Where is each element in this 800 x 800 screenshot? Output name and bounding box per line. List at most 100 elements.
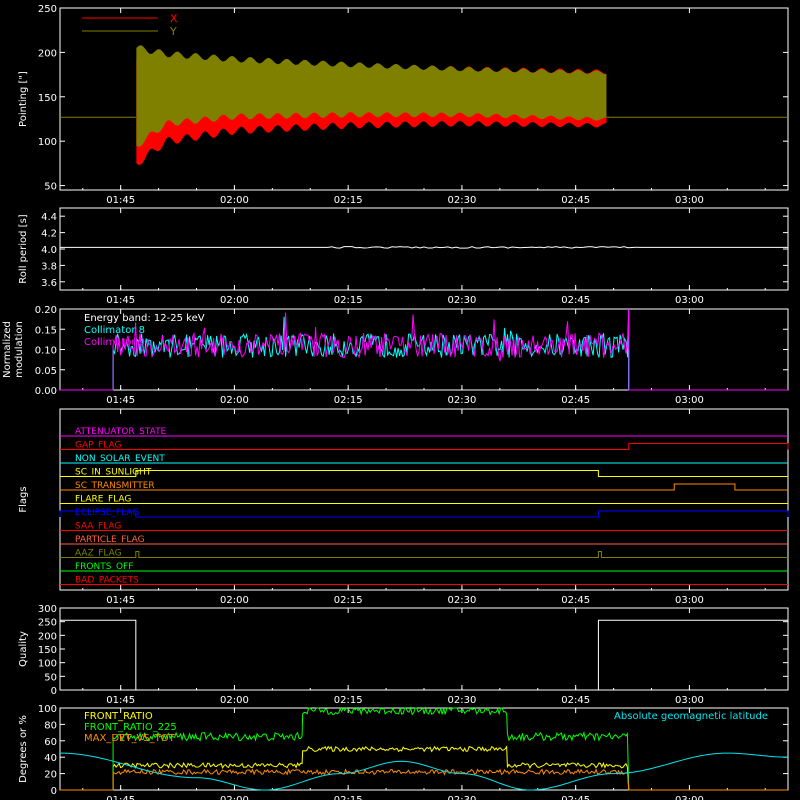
quality-line <box>60 619 788 691</box>
y-tick-label: 150 <box>38 645 57 656</box>
x-tick-label: 02:15 <box>334 295 363 306</box>
legend-label: FRONT_RATIO_225 <box>84 722 177 733</box>
y-tick-label: 0 <box>51 786 57 797</box>
y-tick-label: 0.00 <box>35 386 57 397</box>
x-tick-label: 02:15 <box>334 695 363 706</box>
x-tick-label: 02:30 <box>448 395 477 406</box>
x-tick-label: 01:45 <box>106 195 135 206</box>
geomag-panel: 01:45 02:00 02:15 02:30 02:45 03:00 0 20 40 60 80 1… <box>18 704 789 800</box>
modulation-series-collimator-8 <box>60 308 788 391</box>
flag-line-sc-in-sunlight <box>60 470 788 477</box>
flag-label: SC_TRANSMITTER <box>75 481 155 491</box>
flag-label: NON_SOLAR_EVENT <box>75 454 165 464</box>
x-tick-label: 02:15 <box>334 395 363 406</box>
x-tick-label: 02:45 <box>561 195 590 206</box>
x-tick-label: 02:30 <box>448 695 477 706</box>
x-tick-label: 02:00 <box>220 595 249 606</box>
y-tick-label: 0.10 <box>35 346 57 357</box>
legend-label: Collimator 9 <box>84 337 145 348</box>
y-tick-label: 300 <box>38 604 57 615</box>
legend-label: MAX_DET_VS_TOT <box>84 733 176 744</box>
y-tick-label: 200 <box>38 631 57 642</box>
y-tick-label: 80 <box>44 720 57 731</box>
y-tick-label: 200 <box>38 48 57 59</box>
flag-line-eclipse-flag <box>59 510 789 518</box>
x-tick-label: 03:00 <box>675 395 704 406</box>
legend-label: X <box>170 12 178 25</box>
y-axis-label: modulation <box>14 321 25 378</box>
x-tick-label: 01:45 <box>106 695 135 706</box>
x-tick-label: 02:00 <box>220 795 249 800</box>
y-axis-label: Pointing ["] <box>18 71 29 127</box>
x-tick-label: 02:00 <box>220 195 249 206</box>
geomag-series-max-det-vs-tot <box>60 768 788 791</box>
x-tick-label: 02:45 <box>561 695 590 706</box>
y-axis-label: Quality <box>18 631 29 667</box>
y-axis-label: Roll period [s] <box>18 214 29 283</box>
x-tick-label: 01:45 <box>106 595 135 606</box>
flag-line-sc-transmitter <box>60 483 788 491</box>
flag-label: PARTICLE_FLAG <box>75 535 145 545</box>
flag-label: ATTENUATOR_STATE <box>75 427 167 437</box>
x-tick-label: 02:00 <box>220 295 249 306</box>
modulation-annotation: Energy band: 12-25 keV <box>84 313 205 324</box>
legend-label: Collimator 8 <box>84 325 145 336</box>
x-tick-label: 01:45 <box>106 395 135 406</box>
x-tick-label: 02:15 <box>334 795 363 800</box>
flag-line-gap-flag <box>60 443 789 450</box>
y-tick-label: 150 <box>38 93 57 104</box>
y-tick-label: 4.0 <box>41 245 57 256</box>
x-tick-label: 02:45 <box>561 595 590 606</box>
x-tick-label: 01:45 <box>106 295 135 306</box>
flag-label: FRONTS_OFF <box>75 562 133 572</box>
x-tick-label: 02:00 <box>220 695 249 706</box>
flag-label: GAP_FLAG <box>75 441 121 451</box>
geomag-annotation: Absolute geomagnetic latitude <box>614 711 768 722</box>
quality-panel: 01:45 02:00 02:15 02:30 02:45 03:00 0 50 100 150 2… <box>18 604 789 706</box>
roll-panel: 01:45 02:00 02:15 02:30 02:45 03:00 3.6 3.8 4.0 4… <box>18 207 789 306</box>
flag-line-aaz-flag <box>60 551 788 558</box>
y-tick-label: 3.6 <box>41 278 57 289</box>
x-tick-label: 02:45 <box>561 295 590 306</box>
x-tick-label: 02:45 <box>561 795 590 800</box>
flag-label: ECLIPSE_FLAG <box>75 508 139 518</box>
y-tick-label: 0 <box>51 686 57 697</box>
geomag-series-front-ratio <box>60 745 788 791</box>
y-axis-label: Degrees or % <box>18 715 29 783</box>
flag-label: BAD_PACKETS <box>75 576 139 586</box>
y-tick-label: 20 <box>44 770 57 781</box>
y-tick-label: 4.2 <box>41 229 57 240</box>
y-tick-label: 4.4 <box>41 212 57 223</box>
x-tick-label: 02:30 <box>448 295 477 306</box>
y-tick-label: 250 <box>38 4 57 15</box>
y-tick-label: 3.8 <box>41 261 57 272</box>
roll-frame <box>59 207 789 291</box>
x-tick-label: 02:30 <box>448 795 477 800</box>
y-tick-label: 250 <box>38 618 57 629</box>
legend-label: FRONT_RATIO <box>84 711 153 722</box>
x-tick-label: 02:00 <box>220 395 249 406</box>
y-tick-label: 60 <box>44 737 57 748</box>
y-tick-label: 50 <box>44 672 57 683</box>
modulation-series-collimator-9 <box>60 308 788 391</box>
pointing-series-y <box>136 45 607 147</box>
x-tick-label: 03:00 <box>675 695 704 706</box>
flags-panel: 01:45 02:00 02:15 02:30 02:45 03:00 Flags ATTEN… <box>18 408 789 606</box>
x-tick-label: 02:30 <box>448 195 477 206</box>
y-tick-label: 40 <box>44 753 57 764</box>
y-tick-label: 50 <box>44 182 57 193</box>
x-tick-label: 03:00 <box>675 195 704 206</box>
y-axis-label: Normalized <box>2 321 13 378</box>
y-tick-label: 0.20 <box>35 305 57 316</box>
x-tick-label: 03:00 <box>675 595 704 606</box>
legend-label: Y <box>169 25 177 38</box>
x-tick-label: 02:15 <box>334 195 363 206</box>
geomag-latitude-line <box>59 752 789 791</box>
flag-label: SC_IN_SUNLIGHT <box>75 468 152 478</box>
roll-period-line <box>60 246 788 249</box>
x-tick-label: 02:15 <box>334 595 363 606</box>
x-tick-label: 03:00 <box>675 795 704 800</box>
y-axis-label: Flags <box>18 486 29 512</box>
x-tick-label: 02:30 <box>448 595 477 606</box>
